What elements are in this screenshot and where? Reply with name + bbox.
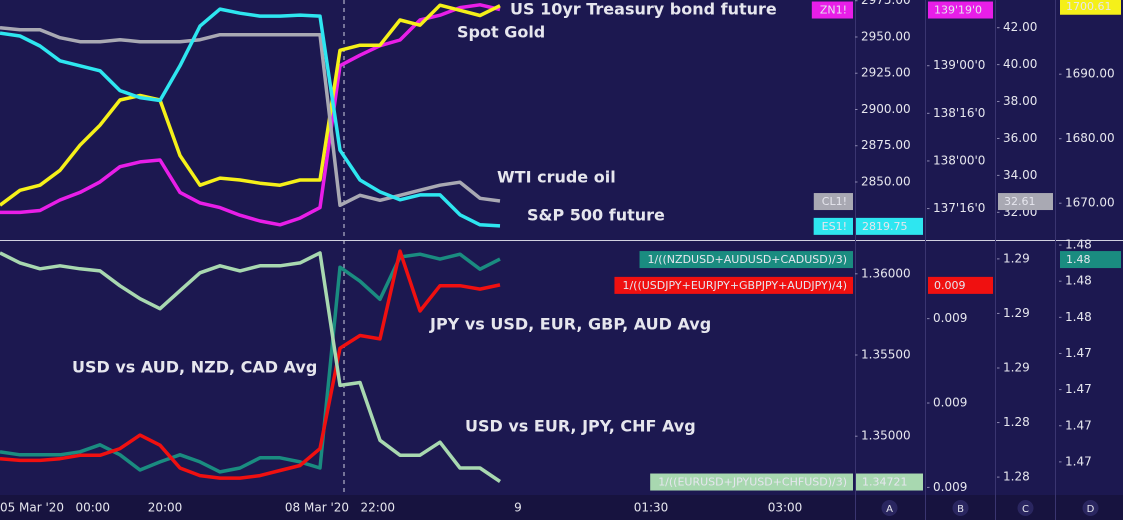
series-line [0, 251, 501, 483]
y-tick-label: 1670.00 [1065, 196, 1115, 210]
name-tag: CL1! [822, 195, 847, 208]
y-tick-label: 1.35000 [861, 429, 911, 443]
y-tick-label: 137'16'0 [933, 201, 985, 215]
y-tick-label: 1.48 [1065, 310, 1092, 324]
axis-badge [881, 500, 898, 516]
value-tag-bg [928, 276, 993, 294]
y-tick-label: 0.009 [933, 396, 967, 410]
x-tick-label: 20:00 [148, 501, 183, 515]
series-annotation: JPY vs USD, EUR, GBP, AUD Avg [429, 315, 711, 334]
y-tick-label: 2975.00 [861, 0, 911, 7]
axis-name: A [886, 504, 893, 515]
axis-name: D [1087, 504, 1095, 515]
y-tick-label: 1.47 [1065, 418, 1092, 432]
x-axis-strip [0, 495, 1123, 520]
series-annotation: USD vs EUR, JPY, CHF Avg [465, 417, 696, 436]
y-tick-label: 1.48 [1065, 238, 1092, 252]
y-tick-label: 0.009 [933, 311, 967, 325]
y-tick-label: 42.00 [1003, 20, 1037, 34]
value-tag-bg [1060, 0, 1121, 15]
series-line [0, 3, 501, 207]
y-tick-label: 1.29 [1003, 251, 1030, 265]
y-tick-label: 2900.00 [861, 102, 911, 116]
x-tick-label: 01:30 [634, 501, 669, 515]
y-tick-label: 36.00 [1003, 131, 1037, 145]
y-tick-label: 2850.00 [861, 174, 911, 188]
axis-separators [855, 0, 1056, 520]
y-tick-label: 138'16'0 [933, 106, 985, 120]
x-tick-label: 9 [514, 501, 522, 515]
value-tag: 2819.75 [862, 220, 908, 233]
name-tag-bg [813, 217, 853, 235]
axis-badge [952, 500, 969, 516]
y-tick-label: 1.47 [1065, 382, 1092, 396]
y-tick-label: 139'00'0 [933, 58, 985, 72]
y-tick-label: 40.00 [1003, 57, 1037, 71]
name-tag: ES1! [822, 220, 847, 233]
series-line [0, 249, 501, 480]
axis-name: C [1022, 504, 1029, 515]
value-tag: 139'19'0 [934, 4, 982, 17]
value-tag-bg [856, 217, 923, 235]
name-tag-bg [614, 276, 853, 294]
y-tick-label: 1680.00 [1065, 131, 1115, 145]
name-tag-bg [811, 1, 853, 19]
value-tag-bg [928, 1, 993, 19]
y-tick-label: 34.00 [1003, 168, 1037, 182]
y-tick-label: 1.28 [1003, 415, 1030, 429]
series-line [0, 7, 501, 228]
value-tag: 0.009 [934, 279, 966, 292]
y-tick-label: 38.00 [1003, 94, 1037, 108]
name-tag: ZN1! [820, 4, 847, 17]
y-tick-label: 1.29 [1003, 306, 1030, 320]
value-tag: 32.61 [1004, 195, 1036, 208]
axis-badge [1082, 500, 1099, 516]
series-annotation: USD vs AUD, NZD, CAD Avg [72, 358, 317, 377]
y-tick-label: 2875.00 [861, 138, 911, 152]
value-tag-bg [856, 473, 923, 491]
series-annotation: US 10yr Treasury bond future [510, 0, 777, 19]
y-tick-label: 2950.00 [861, 29, 911, 43]
y-tick-label: 1.29 [1003, 361, 1030, 375]
axis-badge [1017, 500, 1034, 516]
x-tick-label: 05 Mar '20 00:00 [0, 501, 110, 515]
x-tick-label: 03:00 [768, 501, 803, 515]
name-tag: 1/((NZDUSD+AUDUSD+CADUSD)/3) [648, 253, 847, 266]
value-tag-bg [1060, 251, 1121, 269]
y-tick-label: 1690.00 [1065, 67, 1115, 81]
y-tick-label: 2925.00 [861, 66, 911, 80]
name-tag: 1/((EURUSD+JPYUSD+CHFUSD)/3) [658, 476, 847, 489]
x-tick-label: 08 Mar '20 22:00 [285, 501, 395, 515]
name-tag: 1/((USDJPY+EURJPY+GBPJPY+AUDJPY)/4) [622, 279, 847, 292]
name-tag-bg [650, 473, 853, 491]
value-tag-bg [998, 193, 1053, 211]
y-tick-label: 1.36000 [861, 266, 911, 280]
y-tick-label: 1.35500 [861, 348, 911, 362]
y-tick-label: 0.009 [933, 480, 967, 494]
value-tag: 1.48 [1066, 253, 1091, 266]
y-tick-label: 138'00'0 [933, 153, 985, 167]
series-line [0, 25, 501, 208]
name-tag-bg [813, 193, 853, 211]
series-annotation: S&P 500 future [527, 206, 665, 225]
value-tag: 1.34721 [862, 476, 908, 489]
value-tag: 1700.61 [1066, 0, 1112, 13]
y-tick-label: 1.47 [1065, 346, 1092, 360]
y-tick-label: 1.47 [1065, 454, 1092, 468]
axis-name: B [957, 504, 964, 515]
series-line [0, 252, 501, 474]
series-annotation: Spot Gold [457, 23, 545, 42]
name-tag-bg [639, 251, 853, 269]
y-tick-label: 1.28 [1003, 470, 1030, 484]
series-annotation: WTI crude oil [497, 168, 616, 187]
y-tick-label: 1.48 [1065, 274, 1092, 288]
